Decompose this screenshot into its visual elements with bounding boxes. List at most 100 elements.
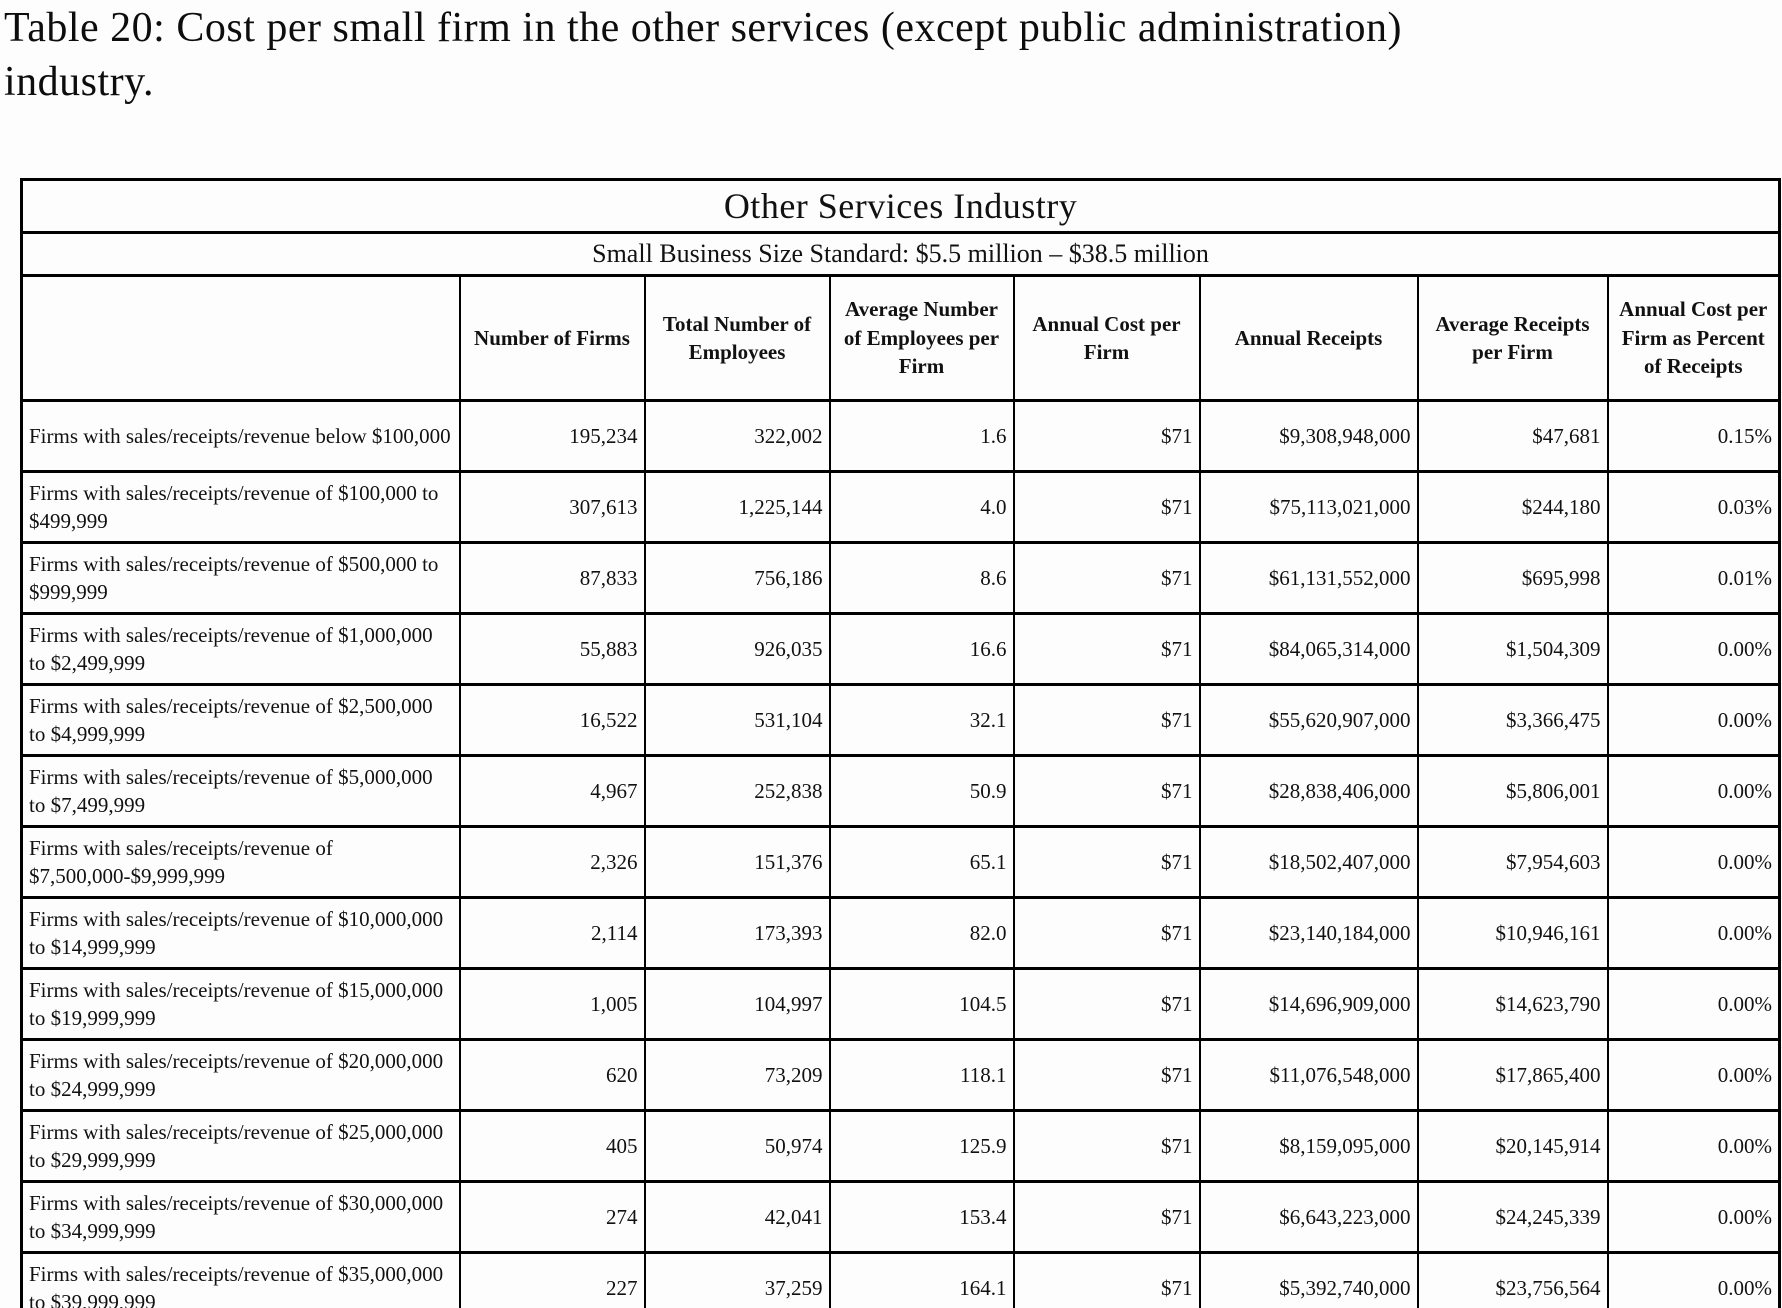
col-header-total-employees: Total Number of Employees	[643, 274, 831, 402]
avg-receipts-cell: $24,245,339	[1416, 1180, 1609, 1254]
table-row: Firms with sales/receipts/revenue of $7,…	[20, 825, 1781, 899]
avg-receipts-cell: $20,145,914	[1416, 1109, 1609, 1183]
avg-receipts-cell: $244,180	[1416, 470, 1609, 544]
firms-cell: 87,833	[458, 541, 646, 615]
table-row: Firms with sales/receipts/revenue of $35…	[20, 1251, 1781, 1308]
firms-cell: 16,522	[458, 683, 646, 757]
table-row: Firms with sales/receipts/revenue of $10…	[20, 896, 1781, 970]
cost-percent-cell: 0.00%	[1606, 754, 1781, 828]
annual-cost-cell: $71	[1012, 1251, 1201, 1308]
avg-employees-cell: 50.9	[828, 754, 1015, 828]
row-label-cell: Firms with sales/receipts/revenue of $15…	[20, 967, 461, 1041]
employees-cell: 531,104	[643, 683, 831, 757]
avg-receipts-cell: $3,366,475	[1416, 683, 1609, 757]
table-row: Firms with sales/receipts/revenue of $10…	[20, 470, 1781, 544]
avg-receipts-cell: $14,623,790	[1416, 967, 1609, 1041]
cost-percent-cell: 0.00%	[1606, 1251, 1781, 1308]
table-caption: Table 20: Cost per small firm in the oth…	[4, 5, 1403, 105]
annual-receipts-cell: $55,620,907,000	[1198, 683, 1419, 757]
cost-percent-cell: 0.00%	[1606, 1038, 1781, 1112]
employees-cell: 322,002	[643, 399, 831, 473]
avg-employees-cell: 118.1	[828, 1038, 1015, 1112]
col-header-number-of-firms: Number of Firms	[458, 274, 646, 402]
annual-receipts-cell: $28,838,406,000	[1198, 754, 1419, 828]
row-label-cell: Firms with sales/receipts/revenue of $7,…	[20, 825, 461, 899]
annual-cost-cell: $71	[1012, 1038, 1201, 1112]
avg-employees-cell: 125.9	[828, 1109, 1015, 1183]
employees-cell: 42,041	[643, 1180, 831, 1254]
employees-cell: 756,186	[643, 541, 831, 615]
row-label-cell: Firms with sales/receipts/revenue below …	[20, 399, 461, 473]
cost-percent-cell: 0.00%	[1606, 825, 1781, 899]
firms-cell: 55,883	[458, 612, 646, 686]
row-label-cell: Firms with sales/receipts/revenue of $10…	[20, 896, 461, 970]
firms-cell: 620	[458, 1038, 646, 1112]
avg-receipts-cell: $1,504,309	[1416, 612, 1609, 686]
table-title-row: Other Services Industry	[20, 178, 1781, 234]
other-services-table: Other Services Industry Small Business S…	[20, 178, 1782, 1308]
avg-employees-cell: 104.5	[828, 967, 1015, 1041]
avg-employees-cell: 1.6	[828, 399, 1015, 473]
annual-cost-cell: $71	[1012, 683, 1201, 757]
row-label-cell: Firms with sales/receipts/revenue of $30…	[20, 1180, 461, 1254]
avg-employees-cell: 32.1	[828, 683, 1015, 757]
avg-employees-cell: 4.0	[828, 470, 1015, 544]
annual-receipts-cell: $11,076,548,000	[1198, 1038, 1419, 1112]
employees-cell: 104,997	[643, 967, 831, 1041]
cost-percent-cell: 0.00%	[1606, 683, 1781, 757]
avg-employees-cell: 82.0	[828, 896, 1015, 970]
firms-cell: 274	[458, 1180, 646, 1254]
firms-cell: 1,005	[458, 967, 646, 1041]
annual-cost-cell: $71	[1012, 541, 1201, 615]
column-header-row: Number of Firms Total Number of Employee…	[20, 274, 1781, 402]
annual-receipts-cell: $18,502,407,000	[1198, 825, 1419, 899]
annual-cost-cell: $71	[1012, 967, 1201, 1041]
annual-receipts-cell: $9,308,948,000	[1198, 399, 1419, 473]
annual-cost-cell: $71	[1012, 825, 1201, 899]
avg-receipts-cell: $23,756,564	[1416, 1251, 1609, 1308]
cost-percent-cell: 0.00%	[1606, 612, 1781, 686]
table-body: Firms with sales/receipts/revenue below …	[20, 399, 1781, 1308]
firms-cell: 227	[458, 1251, 646, 1308]
firms-cell: 405	[458, 1109, 646, 1183]
table-title: Other Services Industry	[20, 178, 1781, 234]
row-label-cell: Firms with sales/receipts/revenue of $5,…	[20, 754, 461, 828]
cost-percent-cell: 0.01%	[1606, 541, 1781, 615]
firms-cell: 2,114	[458, 896, 646, 970]
employees-cell: 1,225,144	[643, 470, 831, 544]
table-row: Firms with sales/receipts/revenue of $2,…	[20, 683, 1781, 757]
table-head: Other Services Industry Small Business S…	[20, 178, 1781, 402]
avg-employees-cell: 16.6	[828, 612, 1015, 686]
annual-receipts-cell: $14,696,909,000	[1198, 967, 1419, 1041]
cost-percent-cell: 0.00%	[1606, 1180, 1781, 1254]
firms-cell: 195,234	[458, 399, 646, 473]
table-row: Firms with sales/receipts/revenue of $20…	[20, 1038, 1781, 1112]
annual-receipts-cell: $75,113,021,000	[1198, 470, 1419, 544]
firms-cell: 4,967	[458, 754, 646, 828]
row-label-cell: Firms with sales/receipts/revenue of $1,…	[20, 612, 461, 686]
col-header-avg-employees: Average Number of Employees per Firm	[828, 274, 1015, 402]
row-label-cell: Firms with sales/receipts/revenue of $35…	[20, 1251, 461, 1308]
annual-cost-cell: $71	[1012, 612, 1201, 686]
table-row: Firms with sales/receipts/revenue of $25…	[20, 1109, 1781, 1183]
avg-receipts-cell: $10,946,161	[1416, 896, 1609, 970]
annual-receipts-cell: $61,131,552,000	[1198, 541, 1419, 615]
annual-cost-cell: $71	[1012, 470, 1201, 544]
row-label-cell: Firms with sales/receipts/revenue of $25…	[20, 1109, 461, 1183]
annual-cost-cell: $71	[1012, 1180, 1201, 1254]
col-header-avg-receipts: Average Receipts per Firm	[1416, 274, 1609, 402]
annual-receipts-cell: $84,065,314,000	[1198, 612, 1419, 686]
col-header-blank	[20, 274, 461, 402]
row-label-cell: Firms with sales/receipts/revenue of $20…	[20, 1038, 461, 1112]
annual-receipts-cell: $8,159,095,000	[1198, 1109, 1419, 1183]
cost-percent-cell: 0.15%	[1606, 399, 1781, 473]
annual-receipts-cell: $23,140,184,000	[1198, 896, 1419, 970]
col-header-annual-receipts: Annual Receipts	[1198, 274, 1419, 402]
avg-receipts-cell: $47,681	[1416, 399, 1609, 473]
employees-cell: 50,974	[643, 1109, 831, 1183]
firms-cell: 307,613	[458, 470, 646, 544]
employees-cell: 37,259	[643, 1251, 831, 1308]
employees-cell: 926,035	[643, 612, 831, 686]
table-row: Firms with sales/receipts/revenue of $30…	[20, 1180, 1781, 1254]
